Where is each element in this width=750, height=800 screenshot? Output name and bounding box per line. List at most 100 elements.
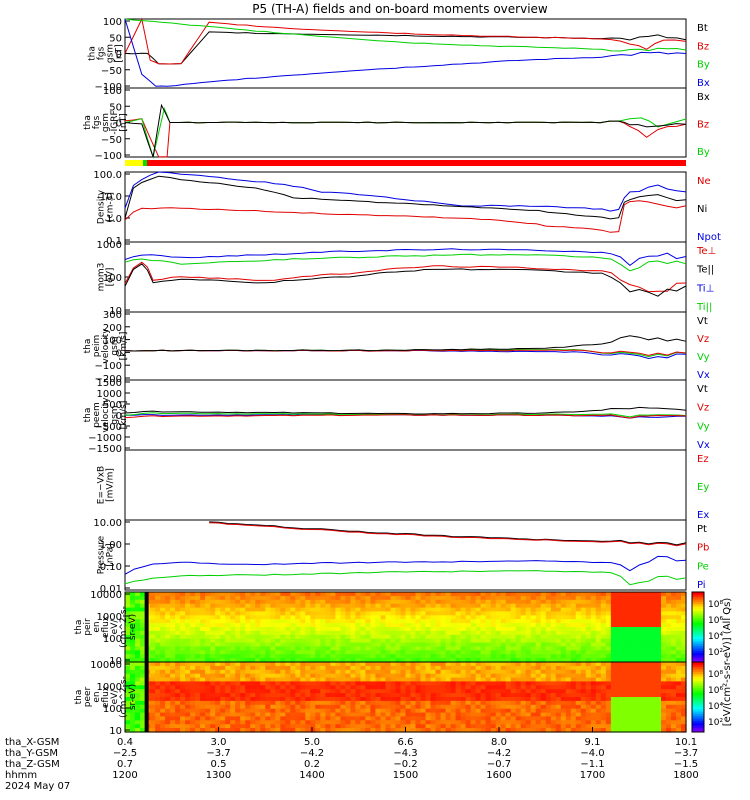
heatmap-cell [210,681,216,686]
heatmap-cell [275,654,281,659]
heatmap-cell [605,627,612,632]
heatmap-cell [681,599,687,605]
heatmap-cell [580,665,587,671]
heatmap-cell [445,697,452,702]
heatmap-cell [140,700,146,706]
heatmap-cell [435,611,442,616]
heatmap-cell [515,642,522,648]
heatmap-cell [505,603,512,609]
heatmap-cell [400,595,407,601]
heatmap-cell [590,720,597,725]
colorbar-cell [692,652,704,656]
heatmap-cell [355,677,361,683]
heatmap-cell [676,623,682,628]
heatmap-cell [255,650,261,655]
heatmap-cell [140,677,146,683]
heatmap-cell [625,607,632,613]
heatmap-cell [495,700,502,706]
heatmap-cell [135,611,141,616]
heatmap-cell [125,603,131,609]
heatmap-cell [235,712,241,718]
heatmap-cell [450,658,457,663]
heatmap-cell [615,654,622,659]
heatmap-cell [165,630,171,636]
heatmap-cell [305,646,311,651]
heatmap-cell [250,693,256,698]
heatmap-cell [490,677,497,683]
heatmap-cell [140,662,146,667]
heatmap-cell [320,716,326,721]
heatmap-cell [610,704,617,710]
heatmap-cell [550,595,557,601]
heatmap-cell [335,697,341,702]
heatmap-cell [630,700,637,706]
heatmap-cell [610,685,617,690]
heatmap-cell [240,716,246,721]
heatmap-cell [460,642,467,648]
heatmap-cell [170,634,176,640]
heatmap-cell [165,689,171,694]
heatmap-cell [335,623,341,628]
heatmap-cell [330,627,336,632]
heatmap-cell [485,724,492,729]
heatmap-cell [555,728,562,733]
heatmap-cell [515,700,522,706]
heatmap-cell [355,716,361,721]
heatmap-cell [655,603,662,609]
heatmap-cell [285,615,291,620]
heatmap-cell [335,700,341,706]
heatmap-cell [210,595,216,601]
heatmap-cell [165,650,171,655]
heatmap-cell [535,724,542,729]
heatmap-cell [560,712,567,718]
heatmap-cell [225,708,231,714]
heatmap-cell [555,662,562,667]
heatmap-cell [470,646,477,651]
heatmap-cell [600,693,607,698]
heatmap-cell [435,665,442,671]
heatmap-cell [380,654,387,659]
heatmap-cell [575,700,582,706]
heatmap-cell [455,697,462,702]
heatmap-cell [425,724,432,729]
heatmap-cell [655,595,662,601]
heatmap-cell [440,615,447,620]
heatmap-cell [620,677,627,683]
heatmap-cell [130,595,136,601]
heatmap-cell [205,592,211,597]
heatmap-cell [535,704,542,710]
heatmap-cell [580,697,587,702]
heatmap-cell [260,619,266,624]
heatmap-cell [380,599,387,605]
heatmap-cell [270,634,276,640]
heatmap-cell [245,638,251,644]
heatmap-cell [210,673,216,679]
heatmap-cell [340,634,346,640]
heatmap-cell [195,669,201,675]
heatmap-cell [195,673,201,679]
heatmap-cell [180,642,186,648]
heatmap-cell [335,662,341,667]
heatmap-cell [600,607,607,613]
heatmap-cell [485,607,492,613]
heatmap-cell [370,627,376,632]
heatmap-cell [150,693,156,698]
heatmap-cell [580,646,587,651]
heatmap-cell [395,697,402,702]
heatmap-cell [370,700,376,706]
heatmap-cell [130,658,136,663]
heatmap-cell [130,685,136,690]
heatmap-cell [330,630,336,636]
heatmap-cell [420,669,427,675]
heatmap-cell [405,603,412,609]
heatmap-cell [260,592,266,597]
heatmap-cell [170,728,176,733]
heatmap-cell [240,619,246,624]
y-axis-label: gsm [101,113,111,132]
heatmap-cell [590,712,597,718]
heatmap-cell [555,599,562,605]
heatmap-cell [570,681,577,686]
heatmap-cell [130,716,136,721]
heatmap-cell [590,681,597,686]
heatmap-cell [666,658,672,663]
